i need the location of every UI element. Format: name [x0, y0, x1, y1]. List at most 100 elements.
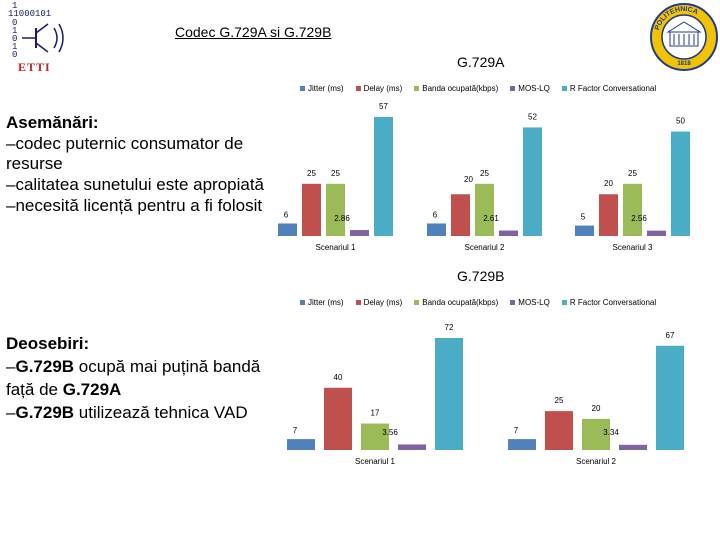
- bar-jitter: [575, 225, 594, 236]
- legend-g729b: Jitter (ms) Delay (ms) Banda ocupată(kbp…: [300, 298, 656, 307]
- legend-g729a: Jitter (ms) Delay (ms) Banda ocupată(kbp…: [300, 84, 656, 93]
- bar-mos: [350, 230, 369, 236]
- data-label: 6: [433, 210, 438, 219]
- data-label: 25: [307, 169, 316, 178]
- differences-heading: Deosebiri:: [6, 334, 90, 353]
- difference-text: utilizează tehnica VAD: [74, 403, 248, 422]
- data-label: 5: [581, 213, 586, 222]
- similarity-line: –calitatea sunetului este apropiată: [6, 175, 265, 194]
- bar-delay: [302, 183, 321, 236]
- data-label: 40: [334, 373, 343, 382]
- transistor-symbol-icon: [22, 23, 64, 53]
- bar-rfactor: [656, 345, 684, 450]
- chart-title-g729a: G.729A: [457, 54, 505, 70]
- data-label: 25: [331, 169, 340, 178]
- legend-label: R Factor Conversational: [569, 84, 657, 93]
- bar-delay: [545, 411, 573, 450]
- difference-line: față de G.729A: [6, 380, 286, 400]
- bits-row-1: 11000101: [8, 9, 52, 19]
- similarity-line: –necesită licență pentru a fi folosit: [6, 196, 263, 215]
- legend-label: MOS-LQ: [518, 84, 550, 93]
- bits-row-6: 0: [12, 50, 18, 60]
- data-label: 25: [555, 396, 564, 405]
- dash: –: [6, 357, 16, 376]
- bar-rfactor: [435, 338, 463, 450]
- bar-jitter: [508, 439, 536, 450]
- bar-delay: [451, 194, 470, 236]
- legend-item-banda: Banda ocupată(kbps): [414, 84, 498, 93]
- bar-mos: [647, 230, 666, 236]
- data-label: 7: [293, 426, 298, 435]
- data-label: 25: [480, 169, 489, 178]
- bar-mos: [398, 444, 426, 450]
- legend-label: Delay (ms): [363, 84, 403, 93]
- codec-name: G.729B: [15, 403, 75, 422]
- data-label: 25: [628, 169, 637, 178]
- bar-jitter: [278, 223, 297, 236]
- difference-text: față de: [6, 380, 63, 399]
- legend-item-mos: MOS-LQ: [510, 84, 550, 93]
- difference-line: –G.729B utilizează tehnica VAD: [6, 403, 286, 423]
- similarity-line: –codec puternic consumator de resurse: [6, 134, 244, 173]
- data-label: 20: [604, 179, 613, 188]
- legend-item-rfactor: R Factor Conversational: [561, 84, 657, 93]
- bar-rfactor: [671, 131, 690, 236]
- bits-row-5: 1: [12, 42, 18, 52]
- data-label: 2.56: [631, 214, 647, 223]
- data-label: 72: [445, 323, 454, 332]
- legend-label: Jitter (ms): [308, 298, 344, 307]
- bar-banda: [475, 183, 494, 236]
- data-label: 2.61: [483, 214, 499, 223]
- bar-delay: [324, 387, 352, 450]
- data-label: 3.56: [382, 428, 398, 437]
- data-label: 2.86: [334, 214, 350, 223]
- data-label: 52: [528, 112, 537, 121]
- legend-label: Banda ocupată(kbps): [422, 84, 499, 93]
- bar-delay: [599, 194, 618, 236]
- legend-label: Delay (ms): [363, 298, 403, 307]
- seal-year: 1818: [677, 61, 691, 67]
- data-label: 57: [379, 102, 388, 111]
- legend-item-banda: Banda ocupată(kbps): [414, 298, 498, 307]
- difference-text: ocupă mai puțină bandă: [74, 357, 261, 376]
- bar-banda: [361, 423, 389, 450]
- bar-banda: [623, 183, 642, 236]
- bits-row-0: 1: [12, 1, 18, 11]
- politehnica-logo: POLITEHNICA 1818: [648, 0, 720, 74]
- codec-name: G.729B: [15, 357, 75, 376]
- legend-item-delay: Delay (ms): [355, 84, 403, 93]
- bar-banda: [582, 418, 610, 450]
- similarities-block: Asemănări: –codec puternic consumator de…: [6, 113, 286, 216]
- bits-row-4: 0: [12, 34, 18, 44]
- bits-row-3: 1: [12, 26, 18, 36]
- legend-item-delay: Delay (ms): [355, 298, 403, 307]
- bar-rfactor: [374, 117, 393, 236]
- bits-row-2: 0: [12, 18, 18, 28]
- chart-title-g729b: G.729B: [457, 268, 505, 284]
- data-label: 7: [514, 426, 519, 435]
- data-label: 50: [676, 117, 685, 126]
- bar-rfactor: [523, 127, 542, 236]
- etti-logo: 1 11000101 0 1 0 1 0 ETTI: [2, 0, 74, 74]
- bar-mos: [499, 230, 518, 236]
- difference-line: –G.729B ocupă mai puțină bandă: [6, 357, 286, 377]
- legend-label: Banda ocupată(kbps): [422, 298, 499, 307]
- category-label: Scenariul 1: [315, 243, 356, 252]
- legend-label: R Factor Conversational: [569, 298, 657, 307]
- bar-banda: [326, 183, 345, 236]
- legend-item-jitter: Jitter (ms): [300, 84, 344, 93]
- legend-label: MOS-LQ: [518, 298, 550, 307]
- category-label: Scenariul 3: [612, 243, 653, 252]
- data-label: 20: [592, 404, 601, 413]
- data-label: 3.34: [603, 428, 619, 437]
- data-label: 6: [284, 210, 289, 219]
- legend-item-jitter: Jitter (ms): [300, 298, 344, 307]
- category-label: Scenariul 2: [464, 243, 505, 252]
- etti-name: ETTI: [18, 60, 51, 74]
- dash: –: [6, 403, 16, 422]
- differences-block: Deosebiri: –G.729B ocupă mai puțină band…: [6, 334, 286, 423]
- data-label: 20: [464, 175, 473, 184]
- data-label: 67: [666, 331, 675, 340]
